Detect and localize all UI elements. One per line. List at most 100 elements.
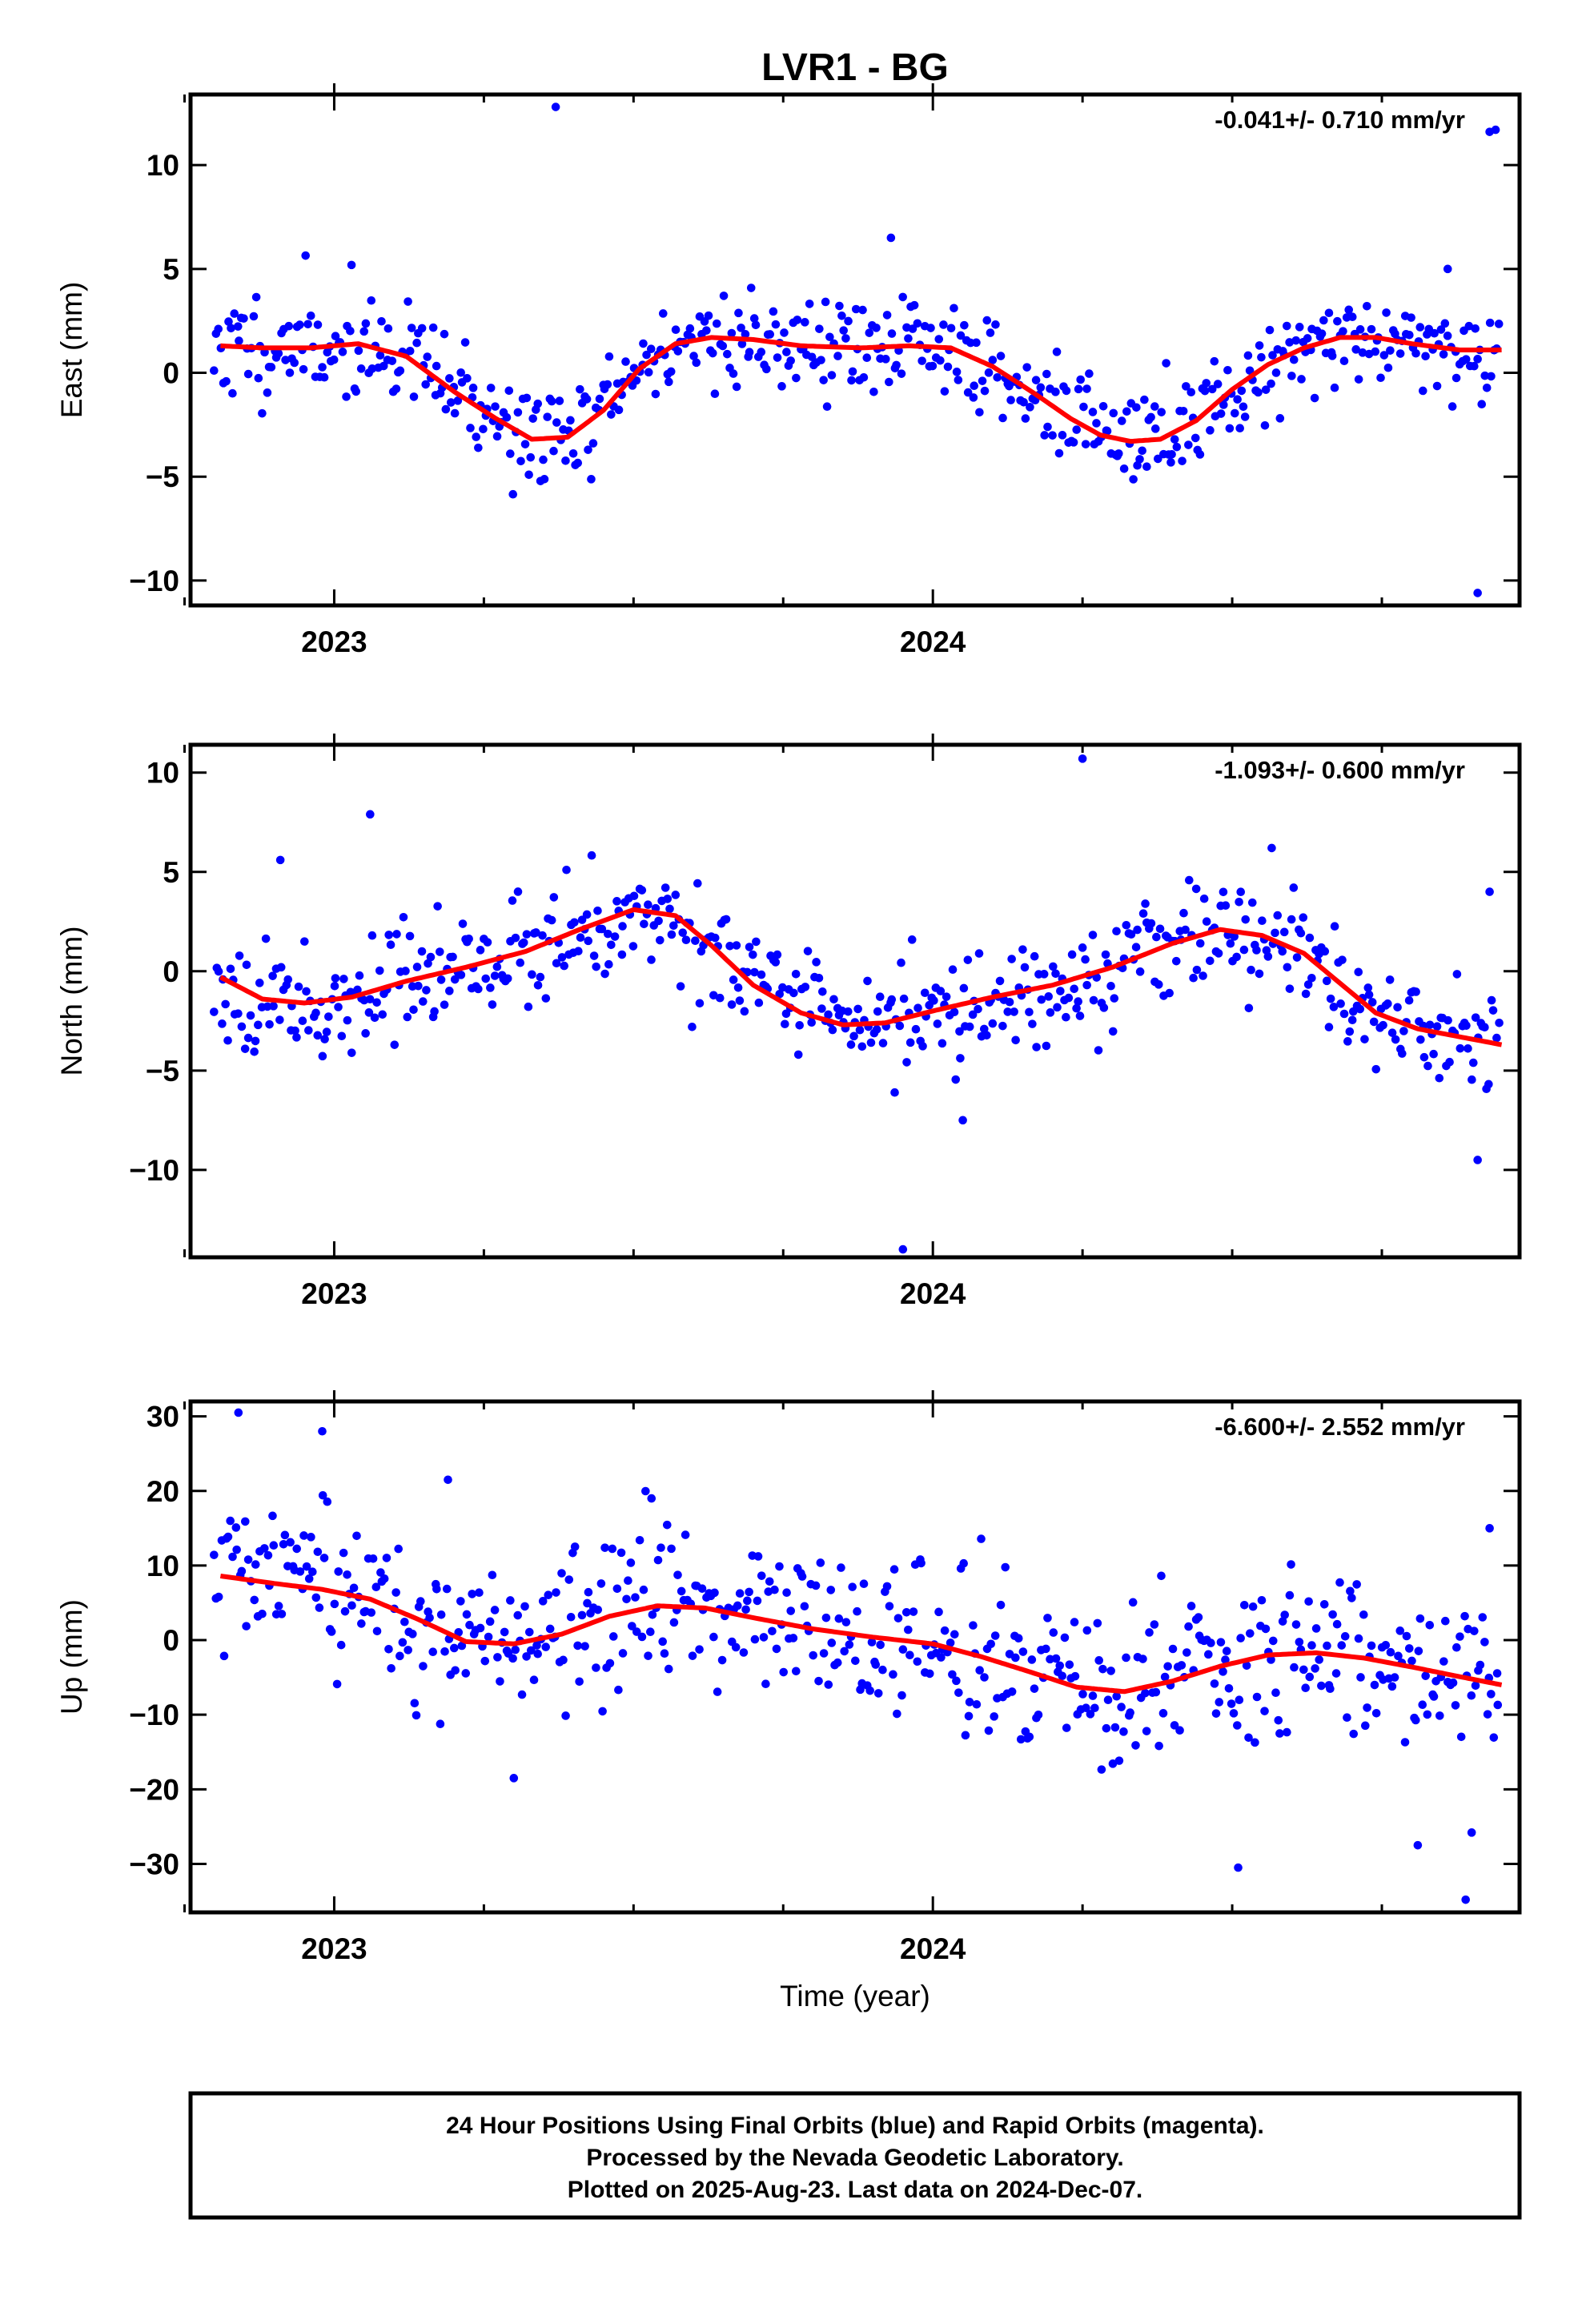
data-point <box>1280 1610 1290 1619</box>
data-point <box>1221 1655 1230 1664</box>
data-point <box>405 931 415 941</box>
data-point <box>811 1581 821 1590</box>
data-point <box>221 999 230 1009</box>
data-point <box>334 1003 343 1011</box>
data-point <box>754 998 764 1007</box>
data-point <box>893 1614 903 1622</box>
data-point <box>1333 316 1342 326</box>
data-point <box>1138 1655 1147 1663</box>
data-point <box>913 319 922 328</box>
data-point <box>901 1608 911 1617</box>
data-point <box>974 1004 982 1014</box>
data-point <box>757 1571 766 1580</box>
data-point <box>907 935 917 944</box>
data-point <box>801 983 810 991</box>
data-point <box>869 388 878 396</box>
data-point <box>1355 1004 1365 1014</box>
data-point <box>241 1517 250 1526</box>
data-point <box>423 352 432 361</box>
data-point <box>1351 345 1360 354</box>
data-point <box>1473 589 1482 597</box>
data-point <box>1122 1653 1130 1663</box>
data-point <box>1098 401 1108 411</box>
data-point <box>524 470 533 480</box>
data-point <box>511 1645 520 1655</box>
data-point <box>347 260 356 270</box>
data-point <box>1018 945 1027 954</box>
data-point <box>859 372 869 382</box>
data-point <box>1317 329 1327 338</box>
data-point <box>640 919 648 929</box>
data-point <box>1275 1729 1284 1738</box>
data-point <box>1129 475 1138 484</box>
data-point <box>336 1640 346 1650</box>
data-point <box>528 414 537 423</box>
data-point <box>688 1651 697 1660</box>
data-point <box>1060 1633 1070 1642</box>
data-point <box>1042 369 1051 379</box>
data-point <box>1089 995 1098 1005</box>
data-point <box>1245 366 1255 376</box>
data-point <box>1011 1653 1020 1663</box>
data-point <box>343 1570 351 1579</box>
data-point <box>676 982 685 991</box>
data-point <box>899 994 909 1003</box>
data-point <box>538 931 547 940</box>
data-point <box>1337 1641 1347 1650</box>
data-point <box>313 320 323 329</box>
caption-line-1: 24 Hour Positions Using Final Orbits (bl… <box>446 2113 1264 2139</box>
data-point <box>740 1007 749 1016</box>
data-point <box>819 1649 829 1658</box>
data-point <box>442 1584 452 1594</box>
data-point <box>1126 1708 1134 1717</box>
data-point <box>1255 969 1264 979</box>
data-point <box>1307 1641 1316 1650</box>
data-point <box>231 1523 241 1532</box>
data-point <box>1102 426 1112 436</box>
data-point <box>1150 424 1160 433</box>
data-point <box>1110 994 1119 1003</box>
data-point <box>400 1617 409 1626</box>
data-point <box>466 424 475 432</box>
data-point <box>666 367 676 376</box>
data-point <box>1416 1035 1425 1044</box>
data-point <box>392 930 401 939</box>
y-tick-label: −10 <box>129 1699 179 1731</box>
data-point <box>653 1555 663 1565</box>
data-point <box>839 326 849 335</box>
data-point <box>1215 1698 1224 1707</box>
data-point <box>593 1605 603 1614</box>
data-point <box>511 933 520 943</box>
data-point <box>1260 1707 1269 1715</box>
data-point <box>1470 1626 1479 1635</box>
data-point <box>732 382 741 392</box>
data-point <box>1483 1710 1492 1719</box>
data-point <box>964 1711 974 1721</box>
data-point <box>1282 321 1291 331</box>
data-point <box>826 1586 836 1594</box>
data-point <box>313 1031 323 1040</box>
data-point <box>1315 1655 1323 1664</box>
data-point <box>1292 953 1302 962</box>
data-point <box>723 349 732 359</box>
data-point <box>419 997 428 1006</box>
data-point <box>1411 1715 1420 1725</box>
data-point <box>398 1638 408 1647</box>
data-point <box>1407 1656 1416 1666</box>
data-point <box>605 1659 615 1668</box>
data-point <box>749 314 759 323</box>
data-point <box>451 1666 460 1675</box>
data-point <box>1239 945 1249 955</box>
data-point <box>1018 1647 1028 1656</box>
data-point <box>1179 908 1188 918</box>
data-point <box>727 328 737 338</box>
data-point <box>662 1520 672 1530</box>
data-point <box>715 993 725 1003</box>
data-point <box>656 935 665 945</box>
data-point <box>1078 1690 1087 1699</box>
data-point <box>303 320 312 329</box>
data-point <box>228 388 237 398</box>
data-point <box>1471 1681 1480 1691</box>
data-point <box>1254 388 1263 397</box>
data-point <box>920 988 930 998</box>
